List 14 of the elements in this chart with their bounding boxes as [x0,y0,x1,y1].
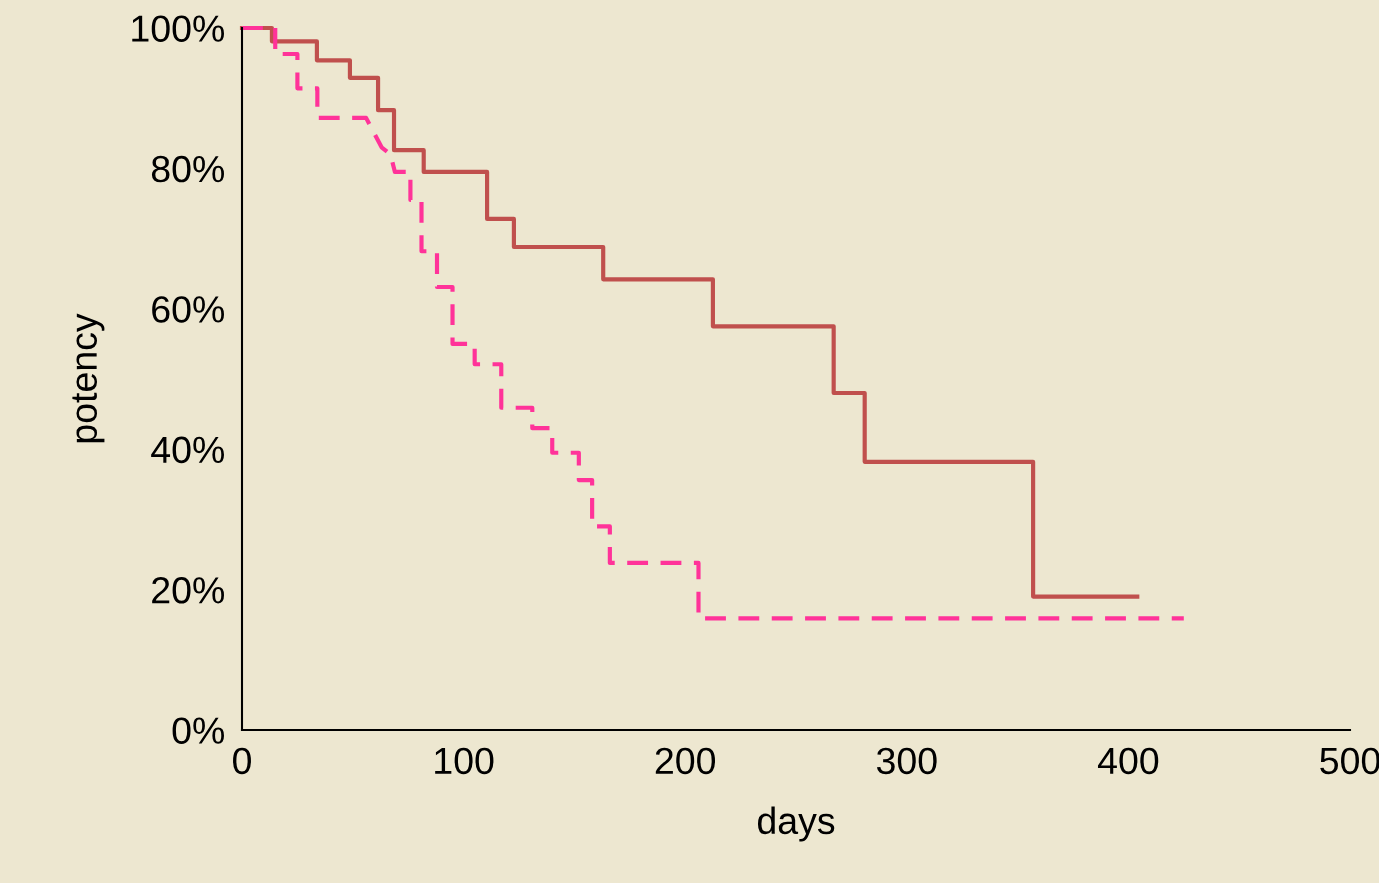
x-tick-label: 500 [1320,747,1379,775]
x-tick-label: 300 [876,747,937,775]
y-axis-title: potency [72,313,105,443]
y-tick-label: 40% [151,436,224,464]
x-tick-label: 100 [435,747,494,775]
y-tick-label: 0% [172,717,224,744]
x-tick-label: 400 [1097,747,1159,775]
y-tick-label: 60% [152,296,224,323]
x-tick-label: 200 [655,747,716,775]
y-tick-label: 80% [151,155,224,183]
x-tick-label: 0 [233,747,251,775]
y-tick-label: 100% [132,15,224,42]
x-axis-title: days [757,806,835,842]
y-tick-label: 20% [152,577,224,604]
